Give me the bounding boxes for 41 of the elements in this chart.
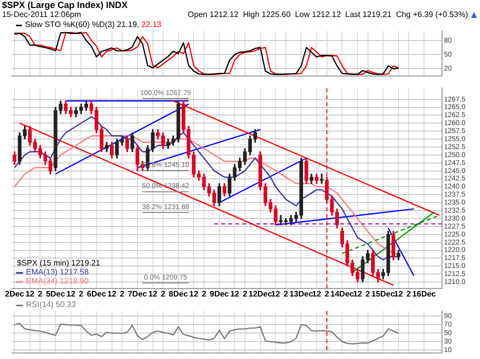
x-tick-label: 8Dec <box>168 289 188 298</box>
x-tick-label: 15Dec <box>371 289 396 298</box>
x-tick-label: 2 <box>324 289 330 298</box>
series-label: 22.13 <box>141 20 162 30</box>
legend-label: EMA(34) 1218.90 <box>26 276 90 286</box>
x-tick-label: 12 <box>189 289 199 298</box>
x-tick-label: 13Dec <box>289 289 314 298</box>
x-tick-label: 12 <box>25 289 35 298</box>
chart-subtitle: 15-Dec-2011 12:06pm <box>2 10 82 20</box>
x-tick-label: 12 <box>230 289 240 298</box>
x-tick-label: 2Dec <box>4 289 25 298</box>
chart-title: $SPX (Large Cap Index) INDX <box>2 0 128 10</box>
legend-label: EMA(13) 1217.58 <box>26 268 90 277</box>
x-tick-label: 2 <box>38 289 43 298</box>
series-label: 21.19, <box>116 20 142 30</box>
x-tick-label: 2 <box>78 289 84 298</box>
x-tick-label: 12 <box>271 289 281 298</box>
x-tick-label: 12 <box>394 289 404 298</box>
x-tick-label: 2 <box>120 289 125 298</box>
legend-title: Slow STO %K(60) %D(3) <box>25 20 117 30</box>
x-tick-label: 12 <box>148 289 158 298</box>
x-tick-label: 14Dec <box>330 289 355 298</box>
legend-label: RSI(14) 50.33 <box>26 300 76 310</box>
x-tick-label: 12 <box>107 289 117 298</box>
x-tick-label: 9Dec <box>210 289 230 298</box>
text: Open 1212.12 High 1225.60 Low 1212.12 Last 1219.21 Chg +6.39 (+0.53%) <box>188 10 468 20</box>
x-tick-label: 6Dec <box>86 289 107 298</box>
x-tick-label: 2 <box>406 289 412 298</box>
x-tick-label: 2 <box>202 289 207 298</box>
x-tick-label: 12Dec <box>248 289 273 298</box>
x-tick-label: 2 <box>242 289 248 298</box>
x-tick-label: 2 <box>366 289 371 298</box>
x-tick-label: 7Dec <box>128 289 148 298</box>
x-tick-label: 2 <box>160 289 166 298</box>
x-tick-label: 12 <box>312 289 322 298</box>
x-tick-label: 12 <box>353 289 363 298</box>
x-tick-label: 5Dec <box>46 289 66 298</box>
x-tick-label: 12 <box>66 289 76 298</box>
x-tick-label: 16Dec <box>412 289 436 298</box>
x-tick-label: 2 <box>284 289 289 298</box>
text: $SPX (15 min) 1219.21 <box>17 258 101 268</box>
